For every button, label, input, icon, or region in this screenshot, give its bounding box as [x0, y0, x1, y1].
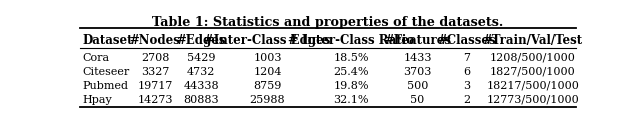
Text: #Nodes: #Nodes [129, 33, 180, 46]
Text: 1003: 1003 [253, 52, 282, 62]
Text: 500: 500 [406, 80, 428, 90]
Text: 80883: 80883 [183, 94, 219, 104]
Text: 1208/500/1000: 1208/500/1000 [490, 52, 576, 62]
Text: 2708: 2708 [141, 52, 169, 62]
Text: 1433: 1433 [403, 52, 431, 62]
Text: #Edges: #Edges [177, 33, 226, 46]
Text: 7: 7 [463, 52, 470, 62]
Text: #Inter-Class Edges: #Inter-Class Edges [204, 33, 331, 46]
Text: 2: 2 [463, 94, 470, 104]
Text: 14273: 14273 [137, 94, 173, 104]
Text: Citeseer: Citeseer [83, 66, 130, 76]
Text: 4732: 4732 [187, 66, 215, 76]
Text: 3703: 3703 [403, 66, 431, 76]
Text: 32.1%: 32.1% [333, 94, 369, 104]
Text: 19717: 19717 [138, 80, 173, 90]
Text: 6: 6 [463, 66, 470, 76]
Text: #Train/Val/Test: #Train/Val/Test [483, 33, 583, 46]
Text: #Classes: #Classes [437, 33, 496, 46]
Text: 18217/500/1000: 18217/500/1000 [486, 80, 579, 90]
Text: Dataset: Dataset [83, 33, 133, 46]
Text: 12773/500/1000: 12773/500/1000 [486, 94, 579, 104]
Text: Table 1: Statistics and properties of the datasets.: Table 1: Statistics and properties of th… [152, 16, 504, 29]
Text: 5429: 5429 [187, 52, 216, 62]
Text: 8759: 8759 [253, 80, 282, 90]
Text: Pubmed: Pubmed [83, 80, 129, 90]
Text: 1827/500/1000: 1827/500/1000 [490, 66, 575, 76]
Text: 18.5%: 18.5% [333, 52, 369, 62]
Text: 3: 3 [463, 80, 470, 90]
Text: Cora: Cora [83, 52, 109, 62]
Text: 25988: 25988 [250, 94, 285, 104]
Text: 25.4%: 25.4% [333, 66, 369, 76]
Text: #Features: #Features [384, 33, 451, 46]
Text: 3327: 3327 [141, 66, 169, 76]
Text: 44338: 44338 [183, 80, 219, 90]
Text: Hpay: Hpay [83, 94, 112, 104]
Text: # Inter-Class Ratio: # Inter-Class Ratio [288, 33, 414, 46]
Text: 1204: 1204 [253, 66, 282, 76]
Text: 50: 50 [410, 94, 424, 104]
Text: 19.8%: 19.8% [333, 80, 369, 90]
